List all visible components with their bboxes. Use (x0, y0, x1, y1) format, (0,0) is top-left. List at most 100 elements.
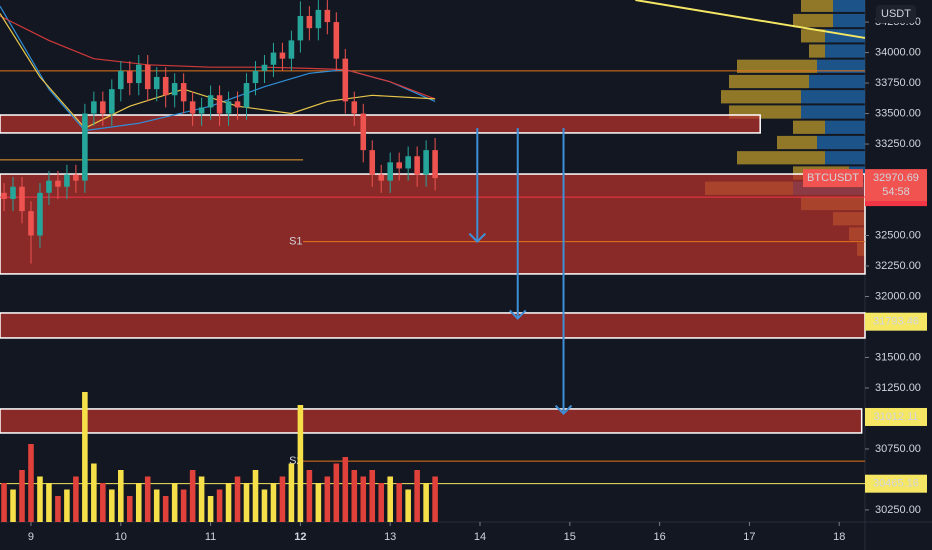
volume-bar (55, 496, 61, 522)
currency-box (876, 5, 916, 23)
candle-body (396, 162, 402, 169)
candle-body (19, 186, 25, 212)
profile-sell (801, 0, 833, 12)
volume-bar (405, 489, 411, 522)
candle-body (243, 83, 250, 108)
candle-body (288, 40, 295, 59)
zone (0, 173, 866, 275)
x-tick-label: 14 (474, 531, 486, 543)
y-tick-label: 32500.00 (875, 229, 921, 241)
profile-buy (817, 59, 865, 73)
volume-bar (342, 457, 349, 522)
zone (0, 312, 866, 339)
volume-bar (109, 489, 115, 522)
volume-bar (414, 470, 420, 522)
x-tick-label: 16 (653, 531, 665, 543)
candle-body (91, 101, 97, 114)
currency-label: USDT (881, 8, 911, 20)
volume-bar (333, 463, 340, 522)
volume-bar (216, 489, 223, 522)
y-tick-label: 30250.00 (875, 504, 921, 516)
volume-bar (126, 496, 133, 522)
volume-bar (171, 483, 178, 522)
candle-body (297, 15, 304, 41)
arrow-head (468, 232, 487, 244)
profile-sell (801, 29, 825, 43)
zone (0, 114, 761, 134)
y-tick-label: 32000.00 (875, 290, 921, 302)
volume-bar (288, 463, 295, 522)
candle-body (279, 52, 286, 59)
candle-body (153, 76, 160, 90)
candle-body (46, 180, 52, 193)
candle-body (315, 9, 322, 29)
volume-bar (270, 483, 277, 522)
candle-body (55, 180, 61, 187)
profile-sell (721, 90, 801, 104)
volume-bar (37, 476, 43, 522)
volume-bar (180, 489, 187, 522)
candle-body (324, 9, 331, 23)
candle-body (207, 95, 214, 108)
profile-buy (825, 44, 865, 58)
candle-body (82, 113, 88, 181)
volume-bar (91, 463, 97, 522)
last-price: 32970.69 (873, 172, 919, 184)
last-price-box (865, 169, 927, 202)
volume-bar (297, 405, 304, 522)
x-tick-label: 18 (833, 531, 845, 543)
volume-bar (360, 476, 367, 522)
y-tick-label: 31250.00 (875, 382, 921, 394)
volume-bar (378, 483, 385, 522)
candle-body (28, 211, 34, 236)
volume-bar (369, 470, 376, 522)
volume-bar (46, 483, 52, 522)
candle-body (162, 76, 169, 96)
candle-body (189, 101, 196, 114)
volume-bar (73, 476, 79, 522)
candle-body (64, 174, 70, 187)
symbol-box (803, 169, 863, 188)
profile-buy (809, 74, 865, 89)
volume-bar (189, 470, 196, 522)
candle-body (351, 101, 358, 114)
y-tick-label: 31500.00 (875, 351, 921, 363)
x-tick-label: 13 (384, 531, 396, 543)
candle-body (270, 52, 277, 65)
profile-buy (817, 135, 865, 150)
y-tick-label: 34000.00 (875, 46, 921, 58)
y-tick-label: 33500.00 (875, 107, 921, 119)
candle-body (360, 113, 367, 151)
candle-body (387, 162, 393, 181)
volume-bar (261, 489, 268, 522)
candle-body (37, 192, 43, 236)
profile-sell (737, 151, 825, 165)
candle-body (100, 101, 106, 114)
x-tick-label: 12 (294, 531, 306, 543)
candle-body (405, 156, 411, 169)
price-label-box (865, 407, 927, 426)
candle-body (414, 156, 420, 175)
candle-body (252, 70, 259, 84)
volume-bar (252, 470, 259, 522)
profile-buy (825, 120, 865, 134)
candle-body (216, 95, 223, 114)
arrow-head (554, 404, 573, 415)
volume-bar (153, 489, 160, 522)
trend-line (635, 0, 866, 39)
candle-body (1, 192, 7, 199)
candle-body (118, 70, 124, 90)
x-tick-label: 9 (28, 531, 34, 543)
volume-bar (19, 470, 25, 522)
profile-buy (801, 90, 865, 104)
profile-sell (809, 44, 825, 58)
y-tick-label: 30750.00 (875, 443, 921, 455)
profile-sell (793, 120, 825, 134)
candle-body (261, 64, 268, 71)
level-label: S1 (289, 236, 302, 248)
volume-bar (306, 470, 313, 522)
profile-sell (729, 74, 809, 89)
profile-buy (833, 0, 865, 12)
candle-body (234, 101, 241, 108)
